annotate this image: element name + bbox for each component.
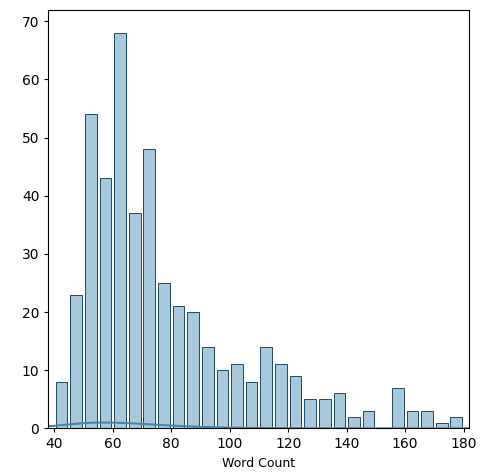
Bar [216, 370, 228, 428]
Bar [143, 149, 155, 428]
Bar [246, 382, 257, 428]
Bar [289, 376, 302, 428]
Bar [333, 394, 345, 428]
Bar [436, 423, 448, 428]
Bar [451, 417, 462, 428]
Bar [100, 178, 111, 428]
Bar [129, 213, 140, 428]
Bar [202, 347, 213, 428]
Bar [392, 387, 404, 428]
Bar [56, 382, 67, 428]
Bar [70, 295, 82, 428]
Bar [85, 114, 97, 428]
Bar [275, 365, 287, 428]
Bar [348, 417, 360, 428]
Bar [260, 347, 272, 428]
Bar [319, 399, 331, 428]
Bar [407, 411, 418, 428]
Bar [363, 411, 375, 428]
Bar [114, 33, 126, 428]
Bar [421, 411, 433, 428]
Bar [173, 306, 184, 428]
X-axis label: Word Count: Word Count [222, 457, 296, 470]
Bar [231, 365, 243, 428]
Bar [158, 283, 170, 428]
Bar [187, 312, 199, 428]
Bar [304, 399, 316, 428]
